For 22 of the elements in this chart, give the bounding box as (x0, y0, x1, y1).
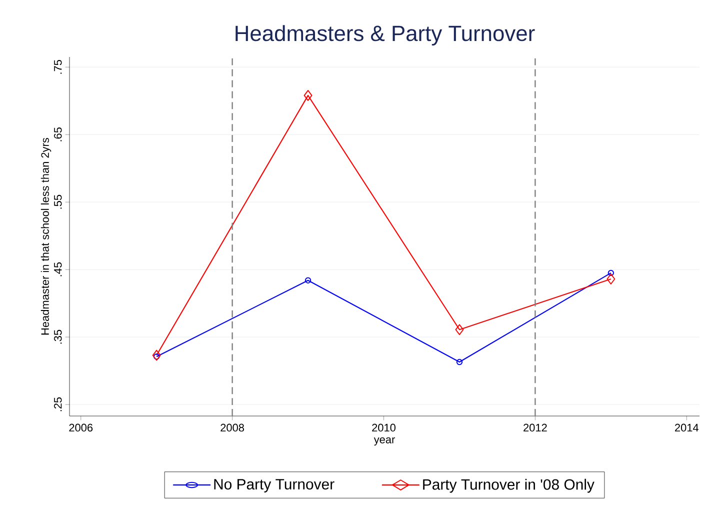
y-axis-title: Headmaster in that school less than 2yrs (40, 138, 52, 335)
x-tick-label: 2014 (675, 424, 698, 432)
chart-title: Headmasters & Party Turnover (236, 25, 535, 46)
point (455, 324, 464, 336)
x-axis-title: year (374, 437, 395, 446)
x-tick-label: 2010 (372, 424, 396, 432)
point (606, 274, 616, 284)
point (304, 277, 312, 284)
point (456, 358, 463, 366)
legend-label: Party Turnover in '08 Only (423, 478, 594, 493)
y-tick-label: .75 (54, 60, 62, 74)
y-tick-label: .55 (54, 194, 62, 209)
y-tick-label: .25 (54, 397, 62, 412)
x-tick-label: 2006 (69, 424, 93, 432)
y-tick-label: .65 (54, 127, 62, 142)
y-tick-label: .45 (54, 262, 62, 276)
x-tick-label: 2012 (524, 424, 547, 432)
y-tick-label: .35 (54, 330, 62, 344)
point (152, 350, 161, 361)
x-tick-label: 2008 (220, 424, 244, 432)
point (304, 90, 312, 101)
legend-label: No Party Turnover (214, 479, 334, 492)
